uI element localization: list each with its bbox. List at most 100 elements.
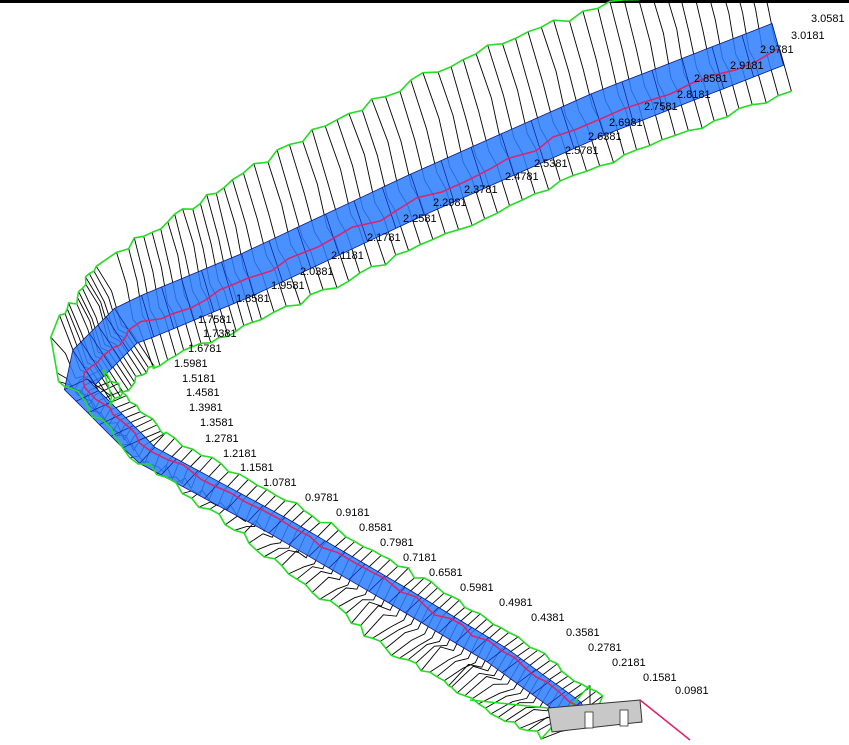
bank-outlines <box>49 0 792 741</box>
cross-section-line <box>436 624 494 678</box>
downstream-channel-line <box>639 699 691 741</box>
water-hatch-line <box>308 540 326 557</box>
water-hatch-line <box>516 669 537 684</box>
water-hatch-line <box>421 607 439 624</box>
station-label: 1.5181 <box>182 373 216 385</box>
station-label: 2.5381 <box>534 158 568 170</box>
station-label: 0.6581 <box>429 567 463 579</box>
bridge-deck <box>547 699 643 733</box>
cross-section-line <box>345 565 399 614</box>
water-hatch-line <box>268 240 283 282</box>
station-label: 3.0581 <box>811 13 845 25</box>
cross-section-line <box>407 607 466 661</box>
cross-section-line <box>456 641 525 694</box>
water-hatch-line <box>325 213 340 256</box>
station-label: 1.2781 <box>205 433 239 445</box>
water-hatch-line <box>97 324 121 360</box>
cross-section-line <box>248 502 298 544</box>
water-hatch-line <box>455 627 473 644</box>
water-hatch-line <box>288 528 306 545</box>
water-hatch-line <box>122 436 146 449</box>
station-label: 0.7981 <box>380 537 414 549</box>
cross-section-line <box>363 577 425 637</box>
station-label: 2.6381 <box>588 131 622 143</box>
bridge-approach-line <box>469 699 549 709</box>
water-hatch-line <box>296 227 312 269</box>
station-label: 0.3581 <box>566 627 600 639</box>
station-label: 0.2181 <box>612 657 646 669</box>
station-label: 1.2181 <box>223 448 257 460</box>
water-hatch-line <box>181 278 195 321</box>
station-label: 0.4981 <box>499 597 533 609</box>
water-hatch-line <box>353 200 368 242</box>
cross-section-line <box>337 559 391 608</box>
station-label: 2.9181 <box>730 60 764 72</box>
station-label: 2.7581 <box>644 101 678 113</box>
cross-section-line <box>514 680 575 723</box>
station-label: 0.1581 <box>643 672 677 684</box>
station-label: 2.2981 <box>433 197 467 209</box>
station-label: 0.9781 <box>305 492 339 504</box>
cross-section-line <box>288 529 339 575</box>
cross-section-line <box>385 592 445 649</box>
bridge-pier <box>584 711 594 729</box>
water-hatch-line <box>560 107 575 149</box>
station-label: 0.8581 <box>359 522 393 534</box>
station-label: 2.1781 <box>367 232 401 244</box>
station-label: 3.0181 <box>791 30 825 42</box>
water-hatch-line <box>141 295 155 337</box>
cross-section-line <box>360 577 415 626</box>
station-label: 2.8581 <box>694 73 728 85</box>
station-label: 1.5981 <box>174 358 208 370</box>
thalweg-line <box>82 48 779 719</box>
cross-section-line <box>429 618 488 673</box>
cross-section-line <box>380 587 439 642</box>
station-label: 2.9781 <box>760 44 794 56</box>
water-hatch-line <box>440 160 455 202</box>
top-border <box>0 0 849 3</box>
bridge-pier <box>619 709 629 727</box>
water-hatch-line <box>80 341 105 377</box>
right-bank-outline <box>102 90 792 728</box>
water-hatch-line <box>182 470 199 487</box>
cross-section-line <box>296 536 347 580</box>
station-label: 1.9581 <box>271 280 305 292</box>
station-label: 1.4581 <box>186 387 220 399</box>
cross-section-line <box>281 522 332 567</box>
station-label: 1.8581 <box>236 293 270 305</box>
cross-section-line <box>319 549 374 600</box>
water-hatch-line <box>741 35 754 78</box>
station-label: 2.2581 <box>403 213 437 225</box>
cross-section-line <box>311 546 364 593</box>
water-hatch-line <box>201 270 215 312</box>
water-hatch-line <box>388 587 406 604</box>
water-hatch-line <box>410 173 425 216</box>
station-label: 2.6981 <box>609 117 643 129</box>
station-label: 0.9181 <box>336 507 370 519</box>
station-label: 2.8181 <box>677 89 711 101</box>
station-label: 1.0781 <box>263 477 297 489</box>
water-hatch-line <box>681 58 694 101</box>
water-hatch-line <box>590 93 605 136</box>
station-label: 2.1181 <box>331 250 364 262</box>
cross-section-line <box>415 610 473 664</box>
water-surface <box>63 22 785 722</box>
cross-section-line <box>443 627 502 682</box>
water-hatch-line <box>268 517 286 534</box>
cross-section-line <box>490 663 558 715</box>
station-label: 1.3981 <box>189 402 223 414</box>
water-hatch-line <box>247 505 264 522</box>
water-hatch-line <box>114 308 138 344</box>
channel-thalweg-lines <box>82 48 779 719</box>
water-hatch-line <box>711 46 724 89</box>
cross-section-line <box>478 653 546 705</box>
water-hatch-line <box>204 481 220 499</box>
cross-section-line <box>350 567 409 624</box>
cross-section-line <box>372 581 432 639</box>
cross-section-line <box>464 647 531 697</box>
cross-section-line <box>497 670 563 718</box>
water-hatch-line <box>530 120 545 162</box>
water-hatch-line <box>99 413 123 425</box>
